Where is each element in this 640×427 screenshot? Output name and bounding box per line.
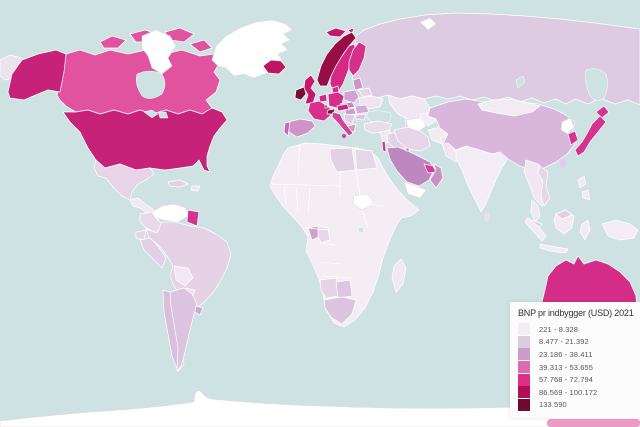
country-libya[interactable] bbox=[329, 147, 356, 173]
legend-label-5: 57.768 - 72.794 bbox=[539, 375, 594, 385]
country-poland[interactable] bbox=[343, 89, 360, 104]
continent-africa[interactable] bbox=[269, 142, 420, 328]
canada-arctic-island[interactable] bbox=[189, 39, 213, 53]
country-sri-lanka[interactable] bbox=[484, 212, 490, 222]
country-taiwan[interactable] bbox=[560, 158, 566, 168]
legend-swatch-2 bbox=[518, 335, 530, 348]
country-madagascar[interactable] bbox=[391, 258, 407, 293]
country-uk[interactable] bbox=[303, 74, 317, 105]
state-alaska[interactable] bbox=[7, 49, 67, 101]
country-guyana[interactable] bbox=[186, 209, 200, 227]
country-argentina[interactable] bbox=[169, 287, 198, 372]
country-hungary[interactable] bbox=[344, 107, 357, 116]
country-congo[interactable] bbox=[317, 225, 331, 244]
country-norway[interactable] bbox=[316, 31, 357, 87]
legend-swatch-1 bbox=[518, 323, 530, 336]
sea-of-okhotsk bbox=[585, 68, 608, 101]
country-israel[interactable] bbox=[381, 140, 387, 153]
legend-title: BNP pr indbygger (USD) 2021 bbox=[518, 308, 634, 318]
country-iceland[interactable] bbox=[262, 59, 287, 75]
country-mexico[interactable] bbox=[93, 159, 155, 201]
country-philippines[interactable] bbox=[577, 175, 587, 189]
country-bulgaria[interactable] bbox=[355, 113, 367, 121]
country-south-africa[interactable] bbox=[323, 296, 357, 325]
country-italy[interactable] bbox=[331, 111, 354, 137]
legend-swatch-4 bbox=[518, 361, 530, 374]
africa-internal-borders bbox=[271, 143, 385, 279]
country-cuba[interactable] bbox=[167, 179, 189, 188]
island-new-guinea[interactable] bbox=[601, 219, 639, 241]
legend-label-6: 86.569 - 100.172 bbox=[539, 387, 598, 397]
map-legend: BNP pr indbygger (USD) 2021 221 - 8.328 … bbox=[510, 302, 640, 418]
country-ecuador[interactable] bbox=[135, 229, 147, 241]
country-novaya-zemlya[interactable] bbox=[419, 17, 437, 31]
islands-svalbard[interactable] bbox=[325, 27, 347, 38]
country-south-sudan[interactable] bbox=[352, 193, 375, 211]
legend-row: 86.569 - 100.172 bbox=[518, 386, 636, 399]
island-sumatra[interactable] bbox=[524, 217, 547, 242]
country-philippines[interactable] bbox=[581, 189, 591, 201]
legend-swatch-6 bbox=[518, 386, 530, 399]
country-oman[interactable] bbox=[429, 163, 444, 189]
country-finland[interactable] bbox=[348, 41, 367, 77]
country-botswana[interactable] bbox=[335, 279, 353, 299]
legend-label-2: 8.477 - 21.392 bbox=[539, 337, 589, 347]
region-benelux[interactable] bbox=[318, 93, 328, 103]
island-java[interactable] bbox=[539, 243, 569, 254]
country-south-korea[interactable] bbox=[567, 130, 579, 146]
legend-row: 57.768 - 72.794 bbox=[518, 373, 636, 386]
lake-victoria bbox=[357, 226, 365, 234]
legend-row: 23.186 - 38.411 bbox=[518, 348, 636, 361]
legend-label-1: 221 - 8.328 bbox=[539, 324, 579, 334]
country-romania[interactable] bbox=[354, 104, 370, 115]
country-luxembourg[interactable] bbox=[324, 104, 328, 109]
region-balkans[interactable] bbox=[343, 113, 356, 125]
great-lakes bbox=[143, 109, 169, 119]
legend-row: 221 - 8.328 bbox=[518, 323, 636, 336]
bottom-right-pink-bar bbox=[547, 419, 640, 427]
island-baffin[interactable] bbox=[141, 29, 177, 75]
country-kuwait[interactable] bbox=[405, 147, 410, 152]
legend-swatch-5 bbox=[518, 373, 530, 386]
country-japan-honshu[interactable] bbox=[574, 115, 607, 157]
legend-row: 133.590 bbox=[518, 398, 636, 412]
country-vietnam[interactable] bbox=[537, 165, 551, 207]
country-iran[interactable] bbox=[393, 126, 431, 152]
legend-label-7: 133.590 bbox=[539, 400, 567, 410]
legend-row: 8.477 - 21.392 bbox=[518, 335, 636, 349]
legend-row: 39.313 - 53.655 bbox=[518, 361, 636, 374]
region-baltics[interactable] bbox=[352, 77, 364, 91]
canada-arctic-island[interactable] bbox=[99, 35, 127, 49]
country-mongolia[interactable] bbox=[477, 98, 541, 117]
country-belarus[interactable] bbox=[358, 87, 373, 98]
lake-baikal bbox=[515, 75, 526, 89]
country-namibia[interactable] bbox=[319, 277, 339, 299]
country-egypt[interactable] bbox=[354, 148, 378, 171]
island-hispaniola[interactable] bbox=[190, 185, 201, 192]
country-spain[interactable] bbox=[287, 118, 316, 138]
black-sea bbox=[366, 110, 392, 124]
region-malay-peninsula[interactable] bbox=[530, 199, 541, 223]
country-ireland[interactable] bbox=[294, 86, 307, 101]
country-portugal[interactable] bbox=[283, 121, 291, 137]
legend-swatch-7 bbox=[518, 398, 530, 411]
island-sicily[interactable] bbox=[342, 134, 346, 138]
malaysia-borneo-strip[interactable] bbox=[555, 209, 573, 220]
legend-label-3: 23.186 - 38.411 bbox=[539, 349, 593, 359]
hudson-bay bbox=[135, 70, 166, 99]
island-sulawesi[interactable] bbox=[579, 219, 591, 241]
legend-swatch-3 bbox=[518, 348, 530, 361]
country-yemen[interactable] bbox=[403, 181, 427, 199]
legend-label-4: 39.313 - 53.655 bbox=[539, 362, 594, 372]
country-bolivia[interactable] bbox=[173, 265, 194, 287]
country-uruguay[interactable] bbox=[194, 305, 204, 316]
country-north-korea[interactable] bbox=[560, 117, 575, 135]
